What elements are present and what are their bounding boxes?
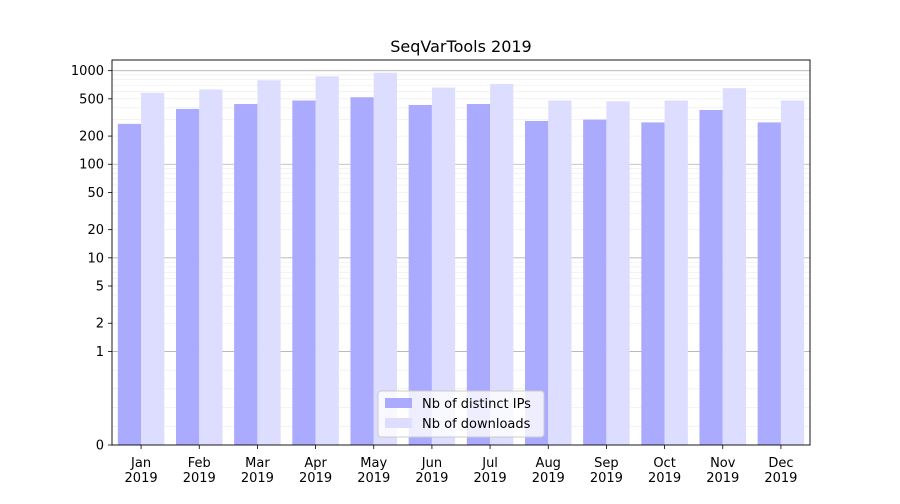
x-tick-label-month: Jan: [130, 456, 151, 471]
bar-distinct-ips: [583, 119, 607, 446]
y-tick-label: 100: [79, 158, 104, 173]
x-tick-label-month: Mar: [245, 456, 270, 471]
y-tick-label: 20: [87, 223, 104, 238]
bar-distinct-ips: [466, 104, 491, 445]
x-tick-label-month: Apr: [304, 456, 327, 471]
x-tick-label-month: Feb: [188, 456, 211, 471]
legend-swatch: [385, 398, 412, 408]
bar-downloads: [373, 72, 398, 445]
chart-title: SeqVarTools 2019: [390, 37, 531, 56]
bar-distinct-ips: [350, 97, 374, 445]
legend-label: Nb of distinct IPs: [422, 397, 531, 412]
bar-downloads: [490, 84, 514, 446]
legend-box: [377, 390, 545, 438]
grid-lines: [112, 70, 810, 427]
bar-downloads: [664, 100, 688, 445]
bar-downloads: [315, 76, 339, 445]
x-tick-label-year: 2019: [648, 471, 681, 486]
bar-downloads: [199, 89, 223, 446]
x-tick-label-year: 2019: [706, 471, 739, 486]
x-tick-label-month: Aug: [536, 456, 561, 471]
bar-downloads: [257, 80, 281, 446]
x-tick-label-year: 2019: [590, 471, 623, 486]
bar-distinct-ips: [117, 123, 142, 445]
bars: [117, 72, 805, 446]
y-tick-label: 0: [96, 439, 104, 454]
legend: Nb of distinct IPs Nb of downloads: [377, 390, 545, 438]
x-tick-label-year: 2019: [241, 471, 274, 486]
x-tick-label-year: 2019: [299, 471, 332, 486]
bar-distinct-ips: [234, 104, 258, 445]
x-tick-label-month: Sep: [594, 456, 619, 471]
y-tick-label: 10: [87, 251, 104, 266]
y-tick-label: 200: [79, 130, 104, 145]
bar-distinct-ips: [757, 122, 781, 445]
x-tick-label-year: 2019: [125, 471, 158, 486]
bar-downloads: [606, 101, 630, 446]
y-tick-label: 5: [96, 280, 104, 295]
bar-downloads: [780, 100, 805, 445]
x-tick-label-month: Dec: [768, 456, 793, 471]
bar-distinct-ips: [641, 122, 665, 445]
y-tick-label: 500: [79, 92, 104, 107]
bar-distinct-ips: [699, 109, 723, 446]
legend-label: Nb of downloads: [422, 417, 531, 432]
x-tick-label-month: May: [360, 456, 387, 471]
bar-downloads: [548, 100, 572, 445]
x-tick-label-year: 2019: [474, 471, 507, 486]
y-tick-label: 2: [96, 317, 104, 332]
bar-downloads: [141, 92, 165, 446]
x-tick-label-year: 2019: [415, 471, 448, 486]
bar-downloads: [722, 88, 747, 446]
y-tick-label: 1000: [71, 64, 104, 79]
x-tick-label-month: Oct: [653, 456, 675, 471]
y-tick-label: 50: [87, 186, 104, 201]
x-tick-label-year: 2019: [183, 471, 216, 486]
x-tick-label-year: 2019: [357, 471, 390, 486]
x-tick-label-month: Jul: [481, 456, 498, 471]
legend-swatch: [385, 418, 412, 428]
x-tick-label-month: Jun: [421, 456, 442, 471]
bar-downloads: [431, 87, 456, 446]
x-tick-label-year: 2019: [532, 471, 565, 486]
x-tick-label-month: Nov: [710, 456, 736, 471]
bar-distinct-ips: [524, 120, 549, 445]
y-tick-label: 1: [96, 345, 104, 360]
axes: Jan2019Feb2019Mar2019Apr2019May2019Jun20…: [71, 59, 811, 486]
x-tick-label-year: 2019: [764, 471, 797, 486]
plot-frame: [111, 59, 811, 446]
bar-distinct-ips: [175, 108, 200, 446]
bar-distinct-ips: [408, 104, 432, 445]
bar-distinct-ips: [292, 100, 316, 445]
